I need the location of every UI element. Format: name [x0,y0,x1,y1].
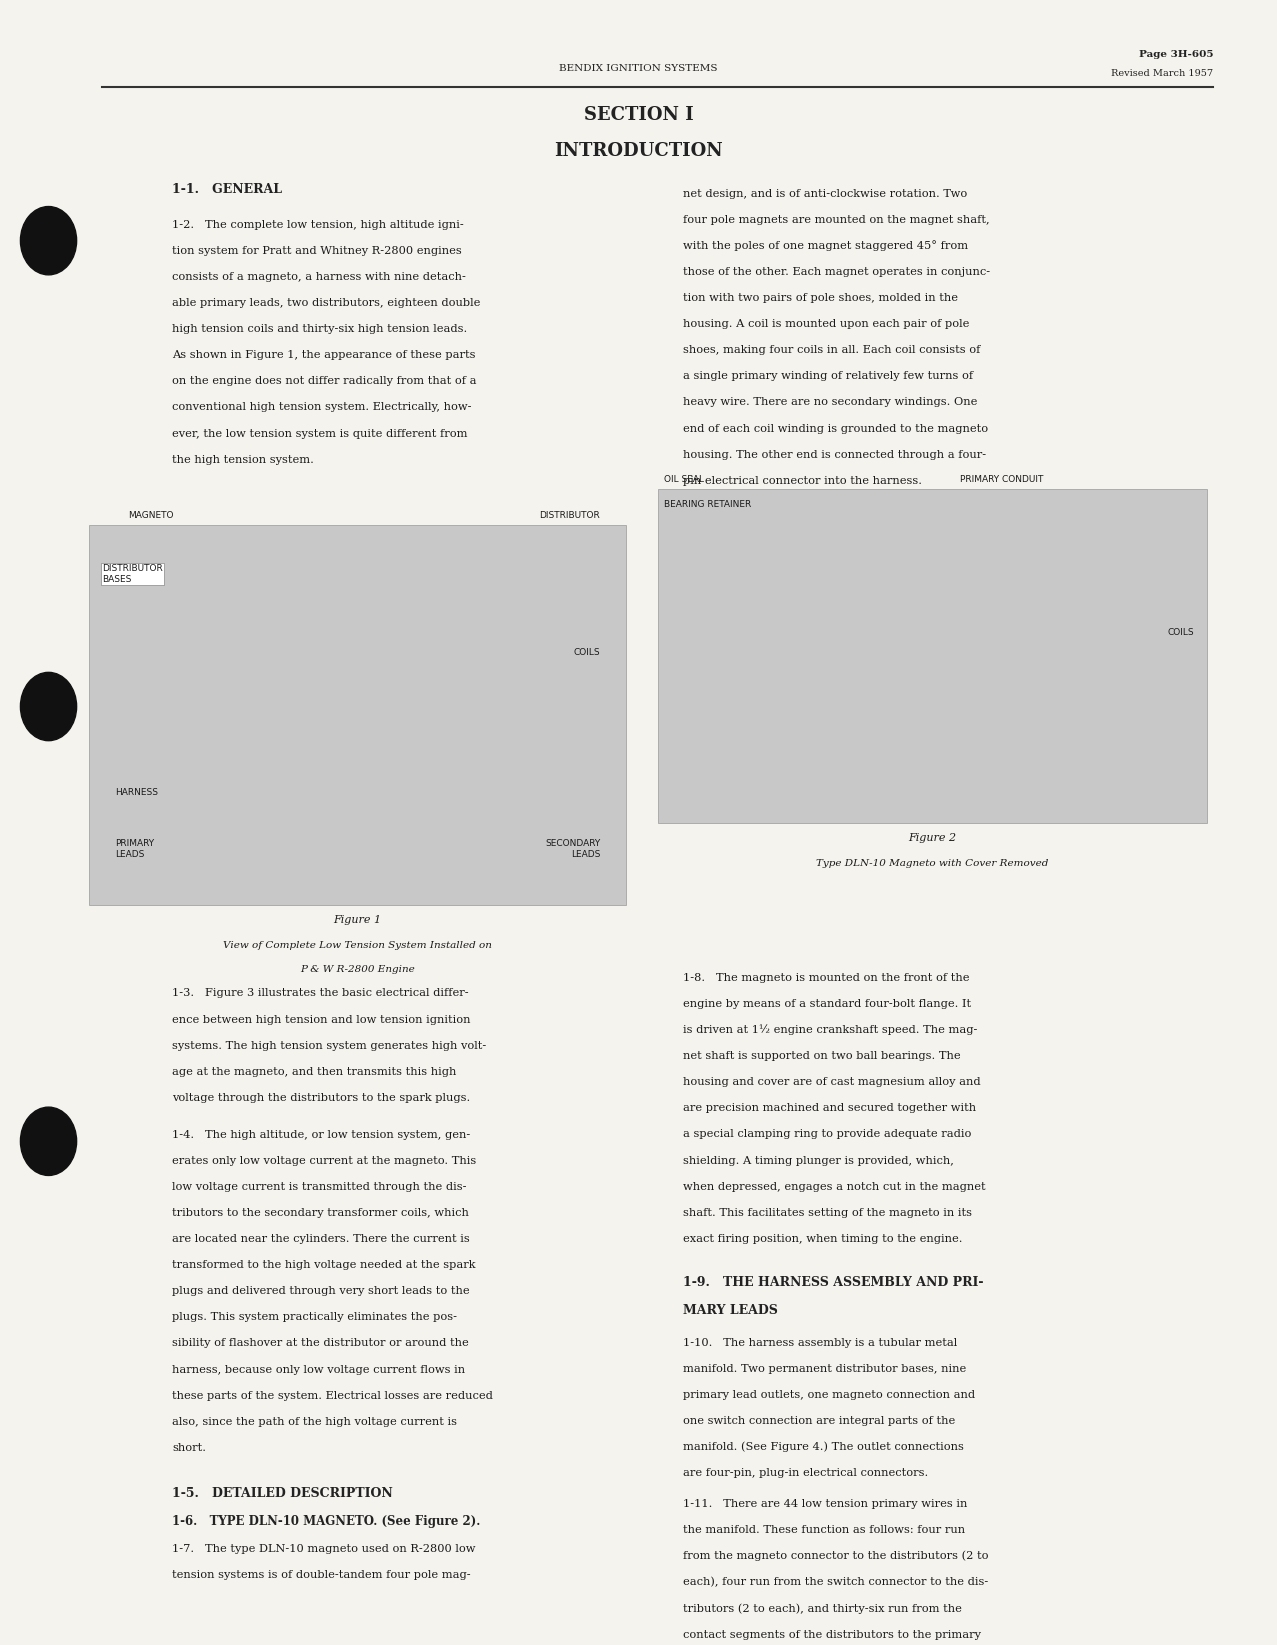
Text: are located near the cylinders. There the current is: are located near the cylinders. There th… [172,1234,470,1244]
Text: ence between high tension and low tension ignition: ence between high tension and low tensio… [172,1015,471,1025]
Text: 1-4.   The high altitude, or low tension system, gen-: 1-4. The high altitude, or low tension s… [172,1130,471,1140]
Text: are four-pin, plug-in electrical connectors.: are four-pin, plug-in electrical connect… [683,1469,928,1479]
Text: high tension coils and thirty-six high tension leads.: high tension coils and thirty-six high t… [172,324,467,334]
Text: plugs. This system practically eliminates the pos-: plugs. This system practically eliminate… [172,1313,457,1323]
Text: is driven at 1½ engine crankshaft speed. The mag-: is driven at 1½ engine crankshaft speed.… [683,1025,978,1035]
Text: COILS: COILS [573,648,600,656]
Text: View of Complete Low Tension System Installed on: View of Complete Low Tension System Inst… [223,941,492,951]
Text: 1-5.   DETAILED DESCRIPTION: 1-5. DETAILED DESCRIPTION [172,1487,393,1500]
Text: 1-7.   The type DLN-10 magneto used on R-2800 low: 1-7. The type DLN-10 magneto used on R-2… [172,1545,476,1555]
Text: with the poles of one magnet staggered 45° from: with the poles of one magnet staggered 4… [683,240,968,252]
Text: 1-3.   Figure 3 illustrates the basic electrical differ-: 1-3. Figure 3 illustrates the basic elec… [172,989,469,999]
Text: a single primary winding of relatively few turns of: a single primary winding of relatively f… [683,372,973,382]
Text: P & W R-2800 Engine: P & W R-2800 Engine [300,964,415,974]
Circle shape [20,1107,77,1176]
Text: 1-8.   The magneto is mounted on the front of the: 1-8. The magneto is mounted on the front… [683,972,969,984]
Text: those of the other. Each magnet operates in conjunc-: those of the other. Each magnet operates… [683,266,991,276]
Text: transformed to the high voltage needed at the spark: transformed to the high voltage needed a… [172,1260,476,1270]
Text: low voltage current is transmitted through the dis-: low voltage current is transmitted throu… [172,1181,467,1193]
Text: housing. The other end is connected through a four-: housing. The other end is connected thro… [683,449,986,459]
Text: exact firing position, when timing to the engine.: exact firing position, when timing to th… [683,1234,963,1244]
Text: PRIMARY CONDUIT: PRIMARY CONDUIT [960,475,1043,485]
Text: Page 3H-605: Page 3H-605 [1139,49,1213,59]
Text: manifold. (See Figure 4.) The outlet connections: manifold. (See Figure 4.) The outlet con… [683,1441,964,1453]
Text: Figure 2: Figure 2 [908,832,956,844]
Text: shaft. This facilitates setting of the magneto in its: shaft. This facilitates setting of the m… [683,1207,972,1217]
Text: housing and cover are of cast magnesium alloy and: housing and cover are of cast magnesium … [683,1077,981,1087]
Text: DISTRIBUTOR: DISTRIBUTOR [539,512,600,520]
Text: when depressed, engages a notch cut in the magnet: when depressed, engages a notch cut in t… [683,1181,986,1191]
Text: engine by means of a standard four-bolt flange. It: engine by means of a standard four-bolt … [683,999,972,1008]
Text: ever, the low tension system is quite different from: ever, the low tension system is quite di… [172,428,467,439]
Text: net shaft is supported on two ball bearings. The: net shaft is supported on two ball beari… [683,1051,960,1061]
Text: from the magneto connector to the distributors (2 to: from the magneto connector to the distri… [683,1551,988,1561]
Text: OIL SEAL: OIL SEAL [664,475,704,485]
Circle shape [20,207,77,275]
Text: Type DLN-10 Magneto with Cover Removed: Type DLN-10 Magneto with Cover Removed [816,859,1048,869]
Text: 1-1.   GENERAL: 1-1. GENERAL [172,183,282,196]
Text: a special clamping ring to provide adequate radio: a special clamping ring to provide adequ… [683,1130,972,1140]
Text: contact segments of the distributors to the primary: contact segments of the distributors to … [683,1630,981,1640]
Text: housing. A coil is mounted upon each pair of pole: housing. A coil is mounted upon each pai… [683,319,969,329]
Text: sibility of flashover at the distributor or around the: sibility of flashover at the distributor… [172,1339,469,1349]
Text: tributors to the secondary transformer coils, which: tributors to the secondary transformer c… [172,1207,469,1217]
Text: on the engine does not differ radically from that of a: on the engine does not differ radically … [172,377,476,387]
Text: Revised March 1957: Revised March 1957 [1111,69,1213,77]
Text: erates only low voltage current at the magneto. This: erates only low voltage current at the m… [172,1156,476,1166]
Text: the high tension system.: the high tension system. [172,454,314,464]
Text: BENDIX IGNITION SYSTEMS: BENDIX IGNITION SYSTEMS [559,64,718,72]
Text: 1-11.   There are 44 low tension primary wires in: 1-11. There are 44 low tension primary w… [683,1499,968,1510]
FancyBboxPatch shape [89,525,626,905]
Text: Figure 1: Figure 1 [333,916,382,926]
Circle shape [20,673,77,740]
Text: primary lead outlets, one magneto connection and: primary lead outlets, one magneto connec… [683,1390,976,1400]
Text: plugs and delivered through very short leads to the: plugs and delivered through very short l… [172,1286,470,1296]
Text: SECONDARY
LEADS: SECONDARY LEADS [545,839,600,859]
Text: short.: short. [172,1443,207,1453]
Text: PRIMARY
LEADS: PRIMARY LEADS [115,839,155,859]
Text: heavy wire. There are no secondary windings. One: heavy wire. There are no secondary windi… [683,398,978,408]
FancyBboxPatch shape [658,489,1207,822]
Text: 1-10.   The harness assembly is a tubular metal: 1-10. The harness assembly is a tubular … [683,1337,958,1347]
Text: MARY LEADS: MARY LEADS [683,1304,778,1316]
Text: age at the magneto, and then transmits this high: age at the magneto, and then transmits t… [172,1066,457,1077]
Text: 1-6.   TYPE DLN-10 MAGNETO. (See Figure 2).: 1-6. TYPE DLN-10 MAGNETO. (See Figure 2)… [172,1515,480,1528]
Text: these parts of the system. Electrical losses are reduced: these parts of the system. Electrical lo… [172,1390,493,1400]
Text: HARNESS: HARNESS [115,788,158,796]
Text: 1-2.   The complete low tension, high altitude igni-: 1-2. The complete low tension, high alti… [172,220,464,230]
Text: tributors (2 to each), and thirty-six run from the: tributors (2 to each), and thirty-six ru… [683,1604,962,1614]
Text: tension systems is of double-tandem four pole mag-: tension systems is of double-tandem four… [172,1571,471,1581]
Text: voltage through the distributors to the spark plugs.: voltage through the distributors to the … [172,1092,471,1102]
Text: harness, because only low voltage current flows in: harness, because only low voltage curren… [172,1365,466,1375]
Text: the manifold. These function as follows: four run: the manifold. These function as follows:… [683,1525,965,1535]
Text: consists of a magneto, a harness with nine detach-: consists of a magneto, a harness with ni… [172,271,466,281]
Text: 1-9.   THE HARNESS ASSEMBLY AND PRI-: 1-9. THE HARNESS ASSEMBLY AND PRI- [683,1277,983,1288]
Text: are precision machined and secured together with: are precision machined and secured toget… [683,1104,977,1114]
Text: one switch connection are integral parts of the: one switch connection are integral parts… [683,1416,955,1426]
Text: also, since the path of the high voltage current is: also, since the path of the high voltage… [172,1416,457,1426]
Text: SECTION I: SECTION I [584,107,693,125]
Text: shoes, making four coils in all. Each coil consists of: shoes, making four coils in all. Each co… [683,345,981,355]
Text: each), four run from the switch connector to the dis-: each), four run from the switch connecto… [683,1578,988,1587]
Text: shielding. A timing plunger is provided, which,: shielding. A timing plunger is provided,… [683,1155,954,1166]
Text: able primary leads, two distributors, eighteen double: able primary leads, two distributors, ei… [172,298,480,308]
Text: tion with two pairs of pole shoes, molded in the: tion with two pairs of pole shoes, molde… [683,293,958,303]
Text: BEARING RETAINER: BEARING RETAINER [664,500,751,510]
Text: MAGNETO: MAGNETO [128,512,174,520]
Text: tion system for Pratt and Whitney R-2800 engines: tion system for Pratt and Whitney R-2800… [172,245,462,257]
Text: INTRODUCTION: INTRODUCTION [554,141,723,160]
Text: four pole magnets are mounted on the magnet shaft,: four pole magnets are mounted on the mag… [683,215,990,225]
Text: manifold. Two permanent distributor bases, nine: manifold. Two permanent distributor base… [683,1364,967,1374]
Text: COILS: COILS [1167,628,1194,637]
Text: systems. The high tension system generates high volt-: systems. The high tension system generat… [172,1041,487,1051]
Text: net design, and is of anti-clockwise rotation. Two: net design, and is of anti-clockwise rot… [683,189,968,199]
Text: end of each coil winding is grounded to the magneto: end of each coil winding is grounded to … [683,423,988,434]
Text: DISTRIBUTOR
BASES: DISTRIBUTOR BASES [102,564,163,584]
Text: pin electrical connector into the harness.: pin electrical connector into the harnes… [683,475,922,485]
Text: conventional high tension system. Electrically, how-: conventional high tension system. Electr… [172,403,472,413]
Text: As shown in Figure 1, the appearance of these parts: As shown in Figure 1, the appearance of … [172,350,476,360]
